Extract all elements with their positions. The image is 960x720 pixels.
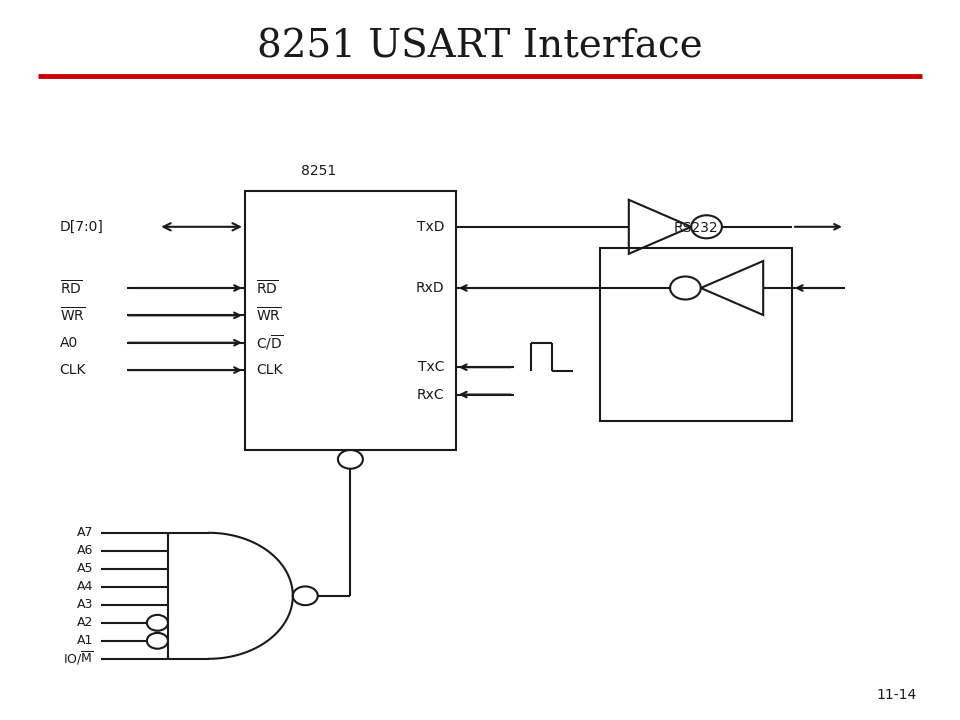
Text: RxC: RxC (417, 387, 444, 402)
Text: TxC: TxC (418, 360, 444, 374)
Text: 8251 USART Interface: 8251 USART Interface (257, 28, 703, 66)
Text: D[7:0]: D[7:0] (60, 220, 104, 234)
Text: TxD: TxD (417, 220, 444, 234)
Text: $\overline{\rm WR}$: $\overline{\rm WR}$ (256, 306, 281, 325)
Text: CLK: CLK (60, 363, 86, 377)
Text: A3: A3 (77, 598, 93, 611)
Text: CLK: CLK (256, 363, 283, 377)
Text: $\overline{\rm WR}$: $\overline{\rm WR}$ (60, 306, 84, 325)
Text: C/$\overline{\rm D}$: C/$\overline{\rm D}$ (256, 333, 283, 352)
Text: A1: A1 (77, 634, 93, 647)
Text: A0: A0 (60, 336, 78, 350)
Text: A7: A7 (77, 526, 93, 539)
Text: IO/$\overline{\rm M}$: IO/$\overline{\rm M}$ (62, 650, 93, 667)
Text: 8251: 8251 (301, 164, 336, 178)
Text: $\overline{\rm RD}$: $\overline{\rm RD}$ (60, 279, 82, 297)
Text: A2: A2 (77, 616, 93, 629)
Text: RS232: RS232 (674, 222, 718, 235)
Bar (600, 248, 792, 421)
Text: A6: A6 (77, 544, 93, 557)
Text: RxD: RxD (416, 281, 444, 295)
Text: $\overline{\rm RD}$: $\overline{\rm RD}$ (256, 279, 278, 297)
Text: A5: A5 (77, 562, 93, 575)
Text: A4: A4 (77, 580, 93, 593)
Text: 11-14: 11-14 (876, 688, 917, 702)
Bar (245, 191, 456, 450)
